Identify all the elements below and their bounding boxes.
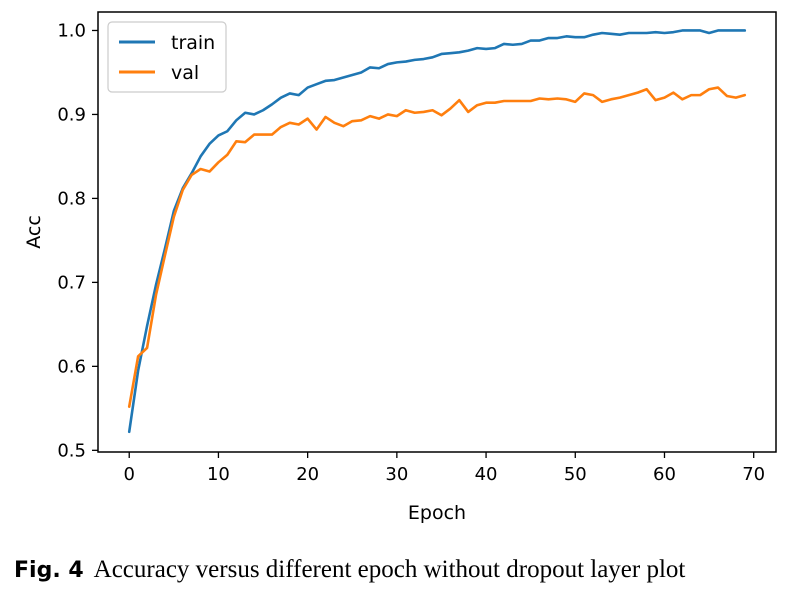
caption-label: Fig. 4 xyxy=(14,558,84,583)
y-tick-label: 0.5 xyxy=(57,440,86,461)
x-tick-label: 40 xyxy=(475,464,498,485)
y-tick-label: 0.9 xyxy=(57,104,86,125)
x-axis-ticks: 0 10 20 30 40 50 60 70 xyxy=(123,452,765,485)
y-axis-label: Acc xyxy=(23,215,45,249)
x-tick-label: 20 xyxy=(296,464,319,485)
y-tick-label: 0.8 xyxy=(57,188,86,209)
y-axis-ticks: 0.5 0.6 0.7 0.8 0.9 1.0 xyxy=(57,20,98,461)
caption-text: Accuracy versus different epoch without … xyxy=(93,556,686,583)
x-tick-label: 60 xyxy=(653,464,676,485)
figure-caption: Fig. 4 Accuracy versus different epoch wi… xyxy=(14,556,784,584)
legend-label-val: val xyxy=(171,62,199,84)
y-tick-label: 0.7 xyxy=(57,272,86,293)
legend: train val xyxy=(107,21,227,93)
x-axis-label: Epoch xyxy=(408,502,466,524)
x-tick-label: 0 xyxy=(123,464,134,485)
x-tick-label: 30 xyxy=(385,464,408,485)
x-tick-label: 10 xyxy=(207,464,230,485)
series-lines xyxy=(127,29,747,434)
x-tick-label: 70 xyxy=(742,464,765,485)
series-line-val xyxy=(127,86,747,408)
legend-label-train: train xyxy=(171,32,215,54)
y-tick-label: 0.6 xyxy=(57,356,86,377)
x-tick-label: 50 xyxy=(564,464,587,485)
series-line-train xyxy=(127,29,747,434)
y-tick-label: 1.0 xyxy=(57,20,86,41)
legend-box xyxy=(107,21,227,93)
